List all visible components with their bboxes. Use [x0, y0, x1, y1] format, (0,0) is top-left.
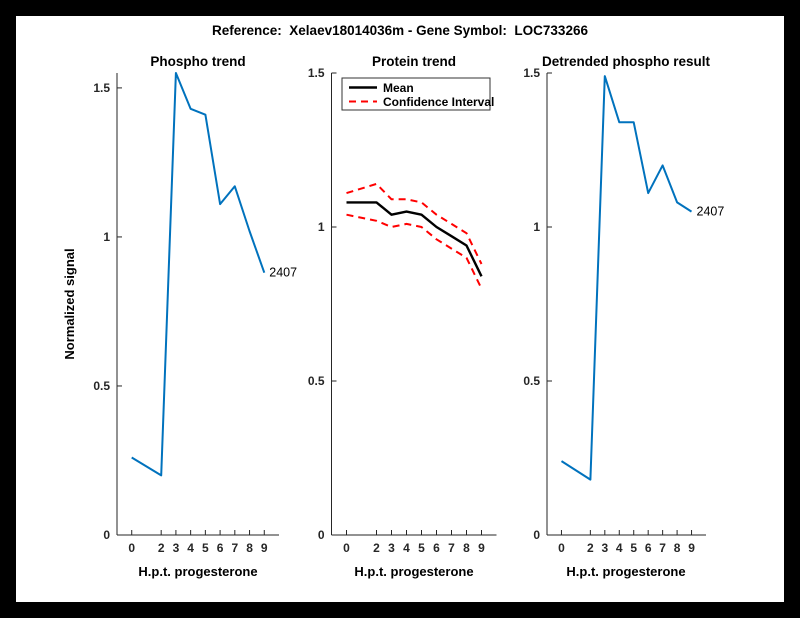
- data-point-label: 2407: [269, 266, 297, 280]
- x-axis-label: H.p.t. progesterone: [566, 564, 685, 579]
- data-point-label: 2407: [697, 205, 725, 219]
- x-tick-label: 8: [463, 541, 470, 555]
- x-tick-label: 0: [128, 541, 135, 555]
- series-line-phospho-signal: [131, 72, 266, 477]
- detrended-phospho-axes: 0 0.5 1 1.5 0 2 3 4 5 6 7 8 9: [523, 66, 706, 555]
- y-tick-label: 1: [533, 220, 540, 234]
- x-tick-label: 0: [343, 541, 350, 555]
- figure-title: Reference: Xelaev18014036m - Gene Symbol…: [212, 23, 588, 38]
- legend-label-confidence-interval: Confidence Interval: [383, 95, 494, 109]
- chart-title: Phospho trend: [150, 54, 245, 69]
- series-line-detrended-signal: [560, 75, 693, 481]
- x-axis-label: H.p.t. progesterone: [138, 564, 257, 579]
- x-tick-label: 3: [388, 541, 395, 555]
- x-tick-label: 5: [202, 541, 209, 555]
- x-tick-label: 9: [261, 541, 268, 555]
- series-line-confidence-interval-lower: [346, 213, 483, 290]
- x-tick-label: 7: [659, 541, 666, 555]
- figure-canvas: Phospho trend H.p.t. progesterone Normal…: [62, 54, 724, 579]
- x-tick-label: 4: [403, 541, 410, 555]
- x-tick-label: 6: [645, 541, 652, 555]
- subplot-phospho-trend: Phospho trend H.p.t. progesterone Normal…: [62, 54, 297, 579]
- x-tick-label: 8: [246, 541, 253, 555]
- y-tick-label: 0: [318, 528, 325, 542]
- x-tick-label: 8: [674, 541, 681, 555]
- x-tick-label: 3: [173, 541, 180, 555]
- y-tick-label: 0.5: [308, 374, 325, 388]
- x-tick-label: 2: [158, 541, 165, 555]
- y-axis-label: Normalized signal: [62, 248, 77, 359]
- chart-title: Protein trend: [372, 54, 456, 69]
- y-tick-label: 1.5: [93, 81, 110, 95]
- x-tick-label: 7: [448, 541, 455, 555]
- x-tick-label: 0: [558, 541, 565, 555]
- y-tick-label: 1: [318, 220, 325, 234]
- x-tick-label: 4: [187, 541, 194, 555]
- x-tick-label: 3: [601, 541, 608, 555]
- y-tick-label: 0: [103, 528, 110, 542]
- x-tick-label: 2: [587, 541, 594, 555]
- x-tick-label: 9: [478, 541, 485, 555]
- legend-label-mean: Mean: [383, 81, 414, 95]
- protein-trend-axes: 0 0.5 1 1.5 0 2 3 4 5 6 7 8 9: [308, 66, 497, 555]
- series-line-mean: [346, 201, 483, 277]
- series-line-confidence-interval-upper: [346, 182, 483, 265]
- chart-title: Detrended phospho result: [542, 54, 711, 69]
- x-axis-label: H.p.t. progesterone: [354, 564, 473, 579]
- y-tick-label: 0.5: [93, 379, 110, 393]
- x-tick-label: 6: [433, 541, 440, 555]
- subplot-detrended-phospho: Detrended phospho result H.p.t. progeste…: [523, 54, 724, 579]
- x-tick-label: 9: [688, 541, 695, 555]
- y-tick-label: 1.5: [523, 66, 540, 80]
- x-tick-label: 5: [630, 541, 637, 555]
- phospho-trend-axes: 0 0.5 1 1.5 0 2 3 4 5 6 7 8 9: [93, 72, 279, 555]
- x-tick-label: 4: [616, 541, 623, 555]
- y-tick-label: 1: [103, 230, 110, 244]
- x-tick-label: 6: [217, 541, 224, 555]
- x-tick-label: 7: [231, 541, 238, 555]
- x-tick-label: 2: [373, 541, 380, 555]
- legend-box: [341, 77, 491, 111]
- x-tick-label: 5: [418, 541, 425, 555]
- y-tick-label: 0: [533, 528, 540, 542]
- subplot-protein-trend: Protein trend H.p.t. progesterone 0 0.5 1 1…: [308, 54, 497, 579]
- y-tick-label: 0.5: [523, 374, 540, 388]
- legend: Mean Confidence Interval: [341, 77, 494, 111]
- matlab-figure: Reference: Xelaev18014036m - Gene Symbol…: [16, 16, 784, 602]
- y-tick-label: 1.5: [308, 66, 325, 80]
